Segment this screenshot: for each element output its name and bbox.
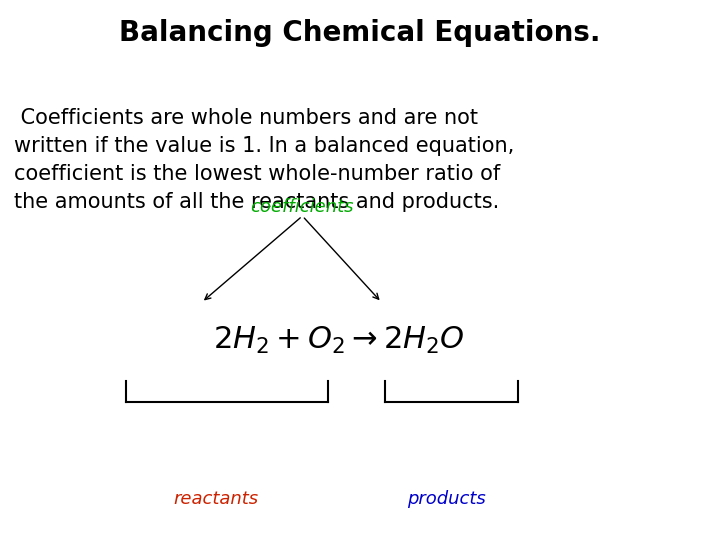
Text: $\mathit{2}H_2 + O_2 \rightarrow \mathit{2}H_2O$: $\mathit{2}H_2 + O_2 \rightarrow \mathit… <box>212 325 464 356</box>
Text: reactants: reactants <box>174 490 258 508</box>
Text: Balancing Chemical Equations.: Balancing Chemical Equations. <box>120 19 600 47</box>
Text: Coefficients are whole numbers and are not
written if the value is 1. In a balan: Coefficients are whole numbers and are n… <box>14 108 515 212</box>
Text: coefficients: coefficients <box>251 198 354 216</box>
Text: products: products <box>407 490 486 508</box>
